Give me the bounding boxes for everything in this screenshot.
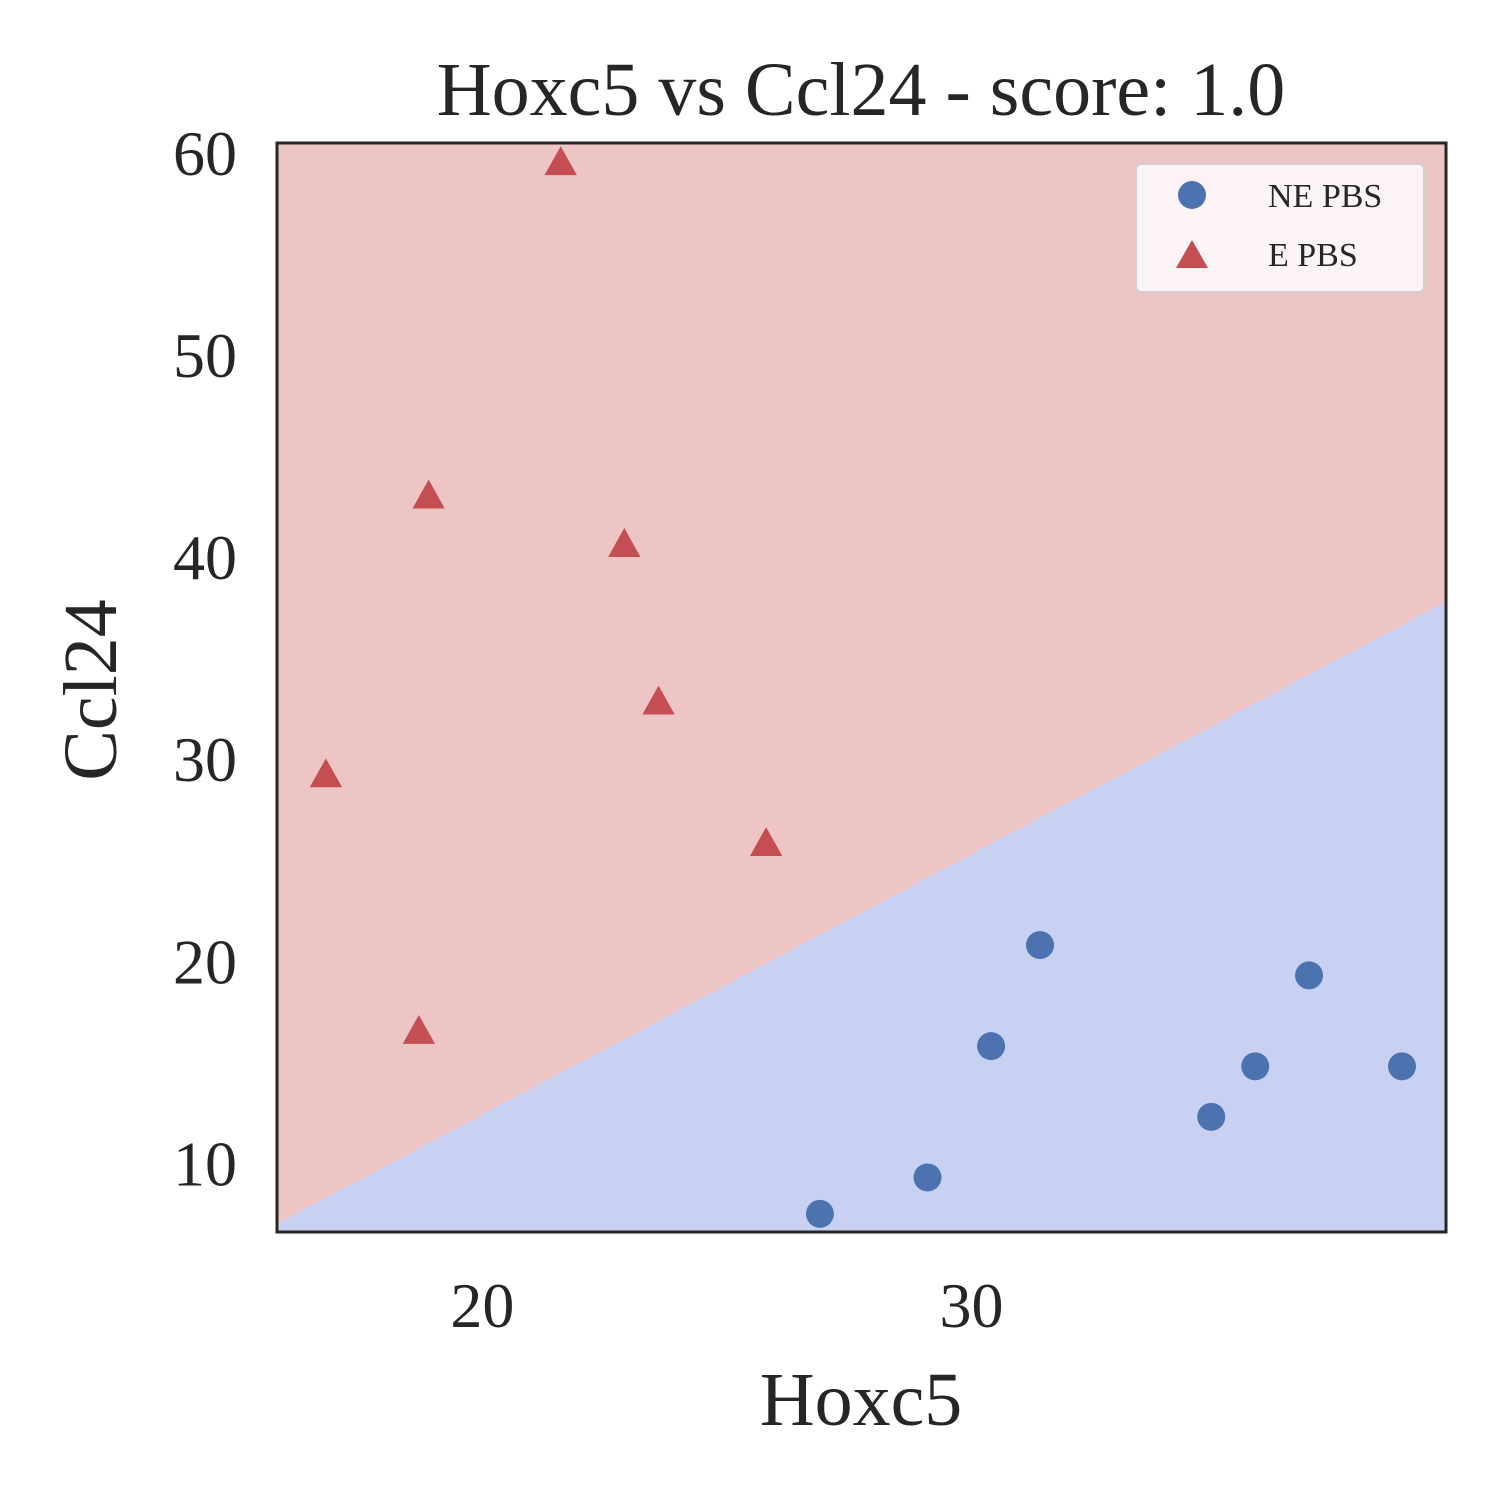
y-tick-label: 50	[173, 320, 237, 391]
y-tick-label: 20	[173, 926, 237, 997]
legend-label-ne-pbs: NE PBS	[1268, 178, 1382, 215]
y-tick-label: 60	[173, 118, 237, 189]
y-axis-ticks: 10 20 30 40 50 60	[173, 118, 237, 1199]
region-e-pbs	[277, 143, 1446, 1224]
point-ne-pbs	[1026, 931, 1055, 960]
legend-marker-e-pbs	[1176, 240, 1208, 268]
point-e-pbs	[402, 1014, 435, 1044]
y-tick-label: 30	[173, 724, 237, 795]
x-tick-label: 30	[940, 1270, 1004, 1341]
point-e-pbs	[309, 758, 343, 788]
y-axis-label: Ccl24	[49, 599, 133, 781]
point-ne-pbs	[805, 1199, 834, 1228]
x-axis-ticks: 20 30	[450, 1270, 1003, 1341]
point-e-pbs	[412, 479, 445, 509]
legend: NE PBS E PBS	[1135, 163, 1425, 293]
data-points	[309, 146, 1416, 1228]
point-e-pbs	[642, 685, 675, 715]
legend-box	[1135, 163, 1425, 293]
point-e-pbs	[749, 827, 783, 856]
chart-title: Hoxc5 vs Ccl24 - score: 1.0	[437, 48, 1286, 132]
plot-frame	[275, 141, 1448, 1234]
point-ne-pbs	[1295, 961, 1324, 990]
legend-marker-ne-pbs	[1178, 181, 1206, 209]
y-tick-label: 40	[173, 522, 237, 593]
y-tick-label: 10	[173, 1128, 237, 1199]
point-ne-pbs	[1241, 1052, 1270, 1081]
point-ne-pbs	[1387, 1052, 1416, 1081]
x-tick-label: 20	[450, 1270, 514, 1341]
point-ne-pbs	[977, 1032, 1006, 1061]
point-e-pbs	[544, 146, 577, 176]
region-ne-pbs	[277, 601, 1446, 1232]
point-ne-pbs	[1197, 1102, 1226, 1131]
legend-label-e-pbs: E PBS	[1268, 237, 1358, 274]
decision-regions	[277, 143, 1446, 1232]
point-e-pbs	[608, 528, 641, 557]
point-ne-pbs	[913, 1163, 942, 1192]
x-axis-label: Hoxc5	[760, 1358, 963, 1442]
